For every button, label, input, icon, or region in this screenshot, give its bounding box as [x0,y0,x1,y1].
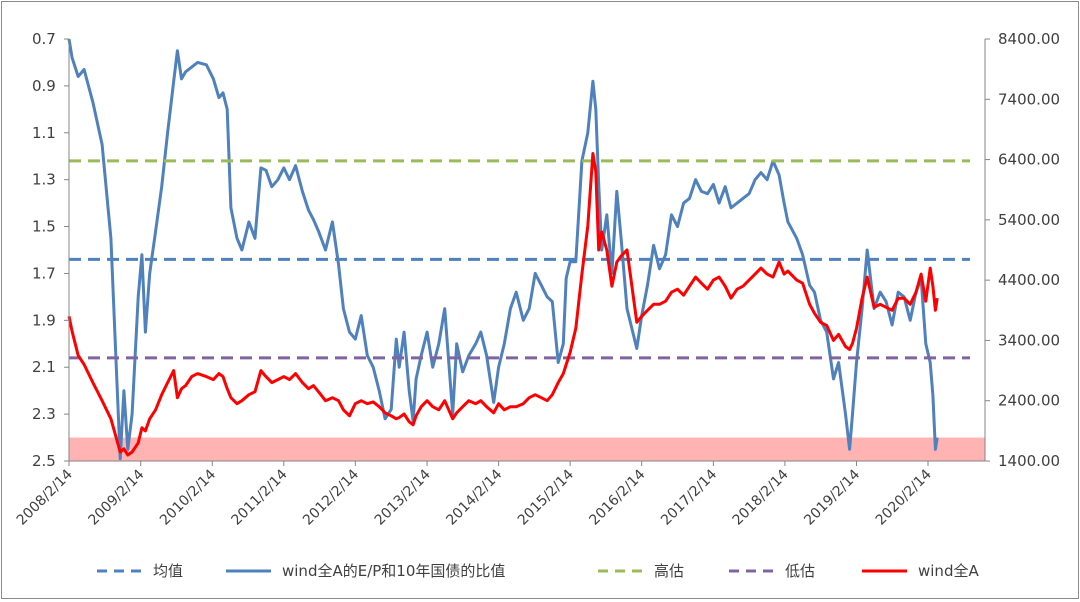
x-tick-label: 2011/2/14 [229,466,291,528]
legend-low-label: 低估 [785,562,815,580]
y-right-tick-label: 4400.00 [998,271,1060,289]
y-left-tick-label: 1.5 [32,218,56,236]
y-left-tick-label: 2.3 [32,405,56,423]
x-tick-label: 2016/2/14 [586,466,648,528]
legend-wind-a: wind全A [862,562,979,580]
x-tick-label: 2018/2/14 [730,466,792,528]
y-right-tick-label: 7400.00 [998,90,1060,108]
y-left-tick-label: 2.5 [32,452,56,470]
wind-a-line [67,152,939,457]
x-tick-label: 2009/2/14 [85,466,147,528]
ep-ratio-line [67,38,939,461]
shaded-band [69,437,985,461]
x-tick-label: 2008/2/14 [14,466,76,528]
y-right-tick-label: 5400.00 [998,211,1060,229]
x-tick-label: 2014/2/14 [443,466,505,528]
legend-mean: 均值 [97,562,183,580]
legend-ep-ratio: wind全A的E/P和10年国债的比值 [226,562,505,580]
y-left-tick-label: 2.1 [32,358,56,376]
x-tick-label: 2010/2/14 [157,466,219,528]
x-tick-label: 2012/2/14 [300,466,362,528]
legend-wind-a-label: wind全A [918,562,979,580]
legend-low: 低估 [729,562,815,580]
x-tick-label: 2013/2/14 [372,466,434,528]
legend-mean-label: 均值 [153,562,183,580]
y-left-tick-label: 1.7 [32,264,56,282]
y-right-tick-label: 2400.00 [998,392,1060,410]
legend-ep-ratio-label: wind全A的E/P和10年国债的比值 [282,562,505,580]
y-left-tick-label: 0.9 [32,77,56,95]
x-tick-label: 2017/2/14 [658,466,720,528]
x-tick-label: 2020/2/14 [873,466,935,528]
y-left-tick-label: 1.1 [32,124,56,142]
y-right-tick-label: 6400.00 [998,151,1060,169]
y-right-tick-label: 8400.00 [998,30,1060,48]
y-right-tick-label: 3400.00 [998,331,1060,349]
x-tick-label: 2015/2/14 [515,466,577,528]
y-right-tick-label: 1400.00 [998,452,1060,470]
legend-high: 高估 [598,562,684,580]
y-left-tick-label: 1.3 [32,171,56,189]
y-left-tick-label: 1.9 [32,311,56,329]
legend-high-label: 高估 [654,562,684,580]
y-left-tick-label: 0.7 [32,30,56,48]
x-tick-label: 2019/2/14 [801,466,863,528]
